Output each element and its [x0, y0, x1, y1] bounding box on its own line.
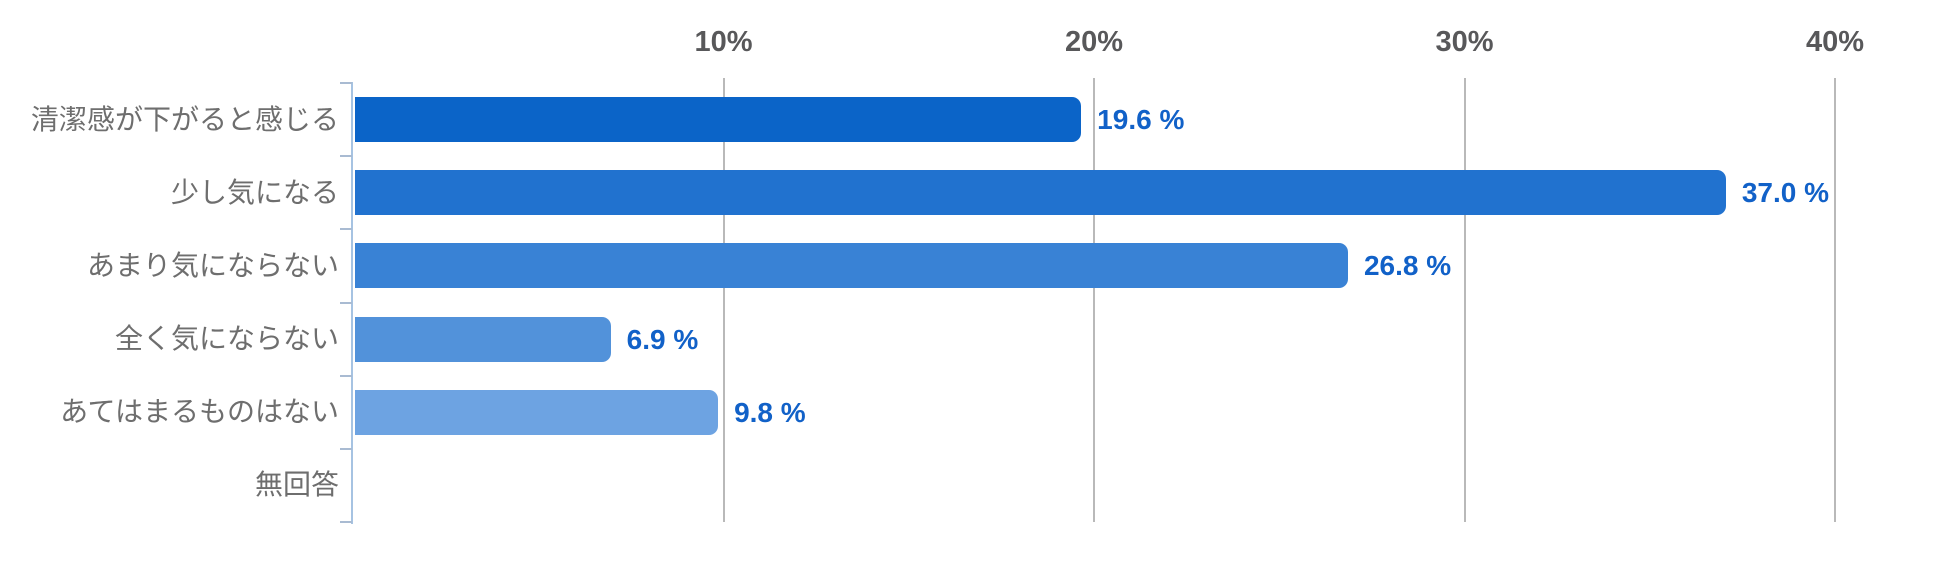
value-label: 26.8 %: [1363, 250, 1452, 282]
y-axis-tick: [340, 374, 352, 377]
x-axis-tick-label: 10%: [694, 26, 753, 58]
category-label: 無回答: [254, 469, 339, 501]
category-label: 少し気になる: [170, 176, 339, 208]
value-label: 37.0 %: [1741, 177, 1830, 209]
x-axis-tick-label: 20%: [1064, 26, 1124, 58]
y-axis-tick: [340, 82, 352, 84]
gridline: [1463, 78, 1466, 522]
gridline: [722, 78, 725, 522]
gridline: [1834, 78, 1836, 522]
gridline: [1093, 78, 1095, 522]
x-axis-tick-label: 40%: [1805, 26, 1865, 58]
bar: [355, 316, 611, 362]
y-axis-line: [351, 82, 353, 524]
x-axis-tick-label: 30%: [1435, 26, 1494, 58]
value-label: 9.8 %: [734, 396, 806, 428]
y-axis-tick: [340, 228, 352, 231]
category-label: 全く気にならない: [114, 323, 339, 355]
y-axis-tick: [340, 155, 352, 158]
bar: [355, 389, 719, 435]
category-label: 清潔感が下がると感じる: [30, 103, 339, 135]
category-label: あてはまるものはない: [60, 396, 339, 428]
y-axis-tick: [340, 521, 352, 523]
bar: [355, 243, 1348, 289]
category-label: あまり気にならない: [86, 249, 339, 281]
y-axis-tick: [340, 447, 352, 450]
value-label: 6.9 %: [626, 323, 699, 355]
value-label: 19.6 %: [1097, 104, 1185, 136]
bar: [355, 170, 1726, 216]
y-axis-tick: [340, 301, 352, 304]
bar: [355, 97, 1082, 143]
